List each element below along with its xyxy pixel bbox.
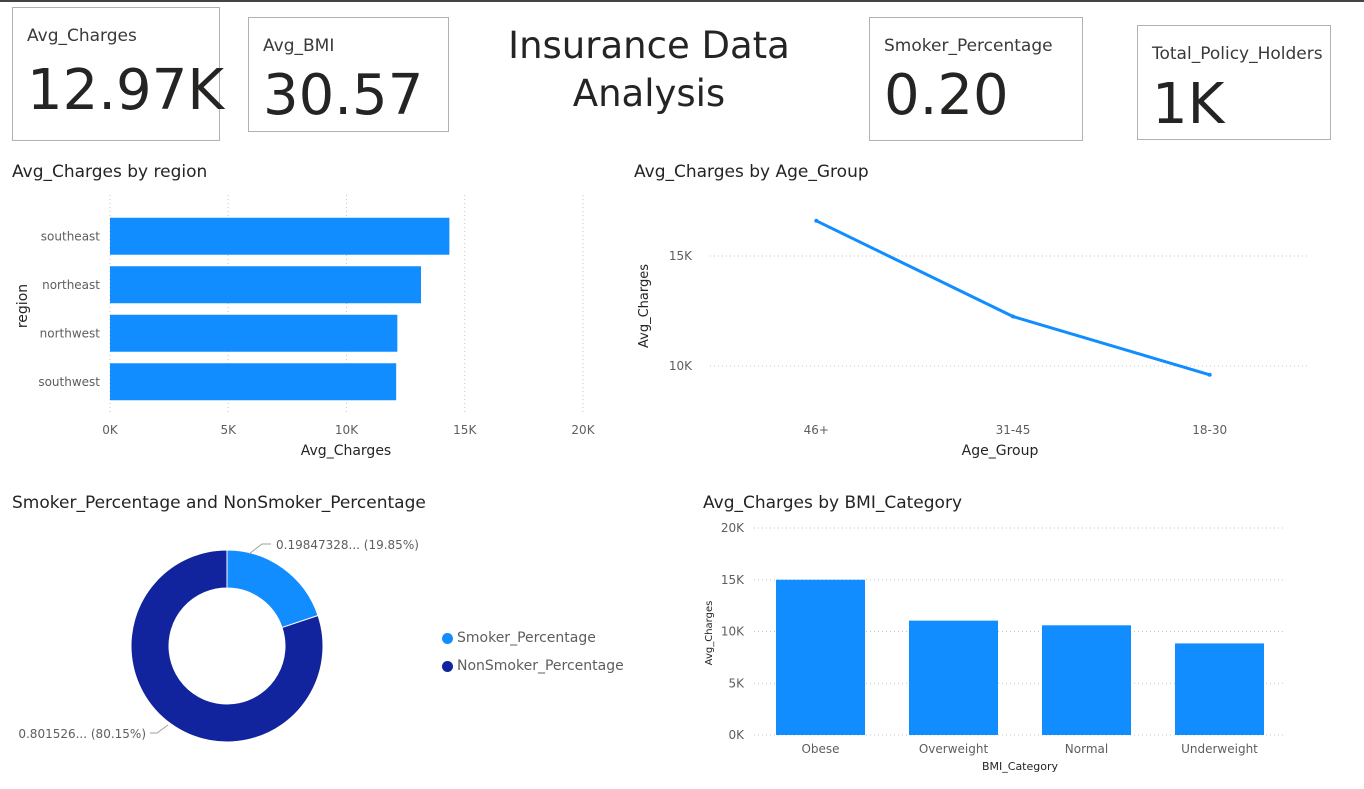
age-y-tick-label: 15K: [669, 249, 693, 263]
age-x-tick-label: 18-30: [1192, 423, 1227, 437]
bmi-y-axis-title: Avg_Charges: [704, 601, 715, 666]
avg-charges-value: 12.97K: [27, 58, 225, 123]
bmi-chart-title: Avg_Charges by BMI_Category: [703, 493, 963, 513]
smoker-percentage-card[interactable]: Smoker_Percentage 0.20: [869, 17, 1083, 141]
total-policy-holders-value: 1K: [1152, 72, 1225, 137]
region-y-axis-title: region: [15, 284, 31, 328]
smoker-data-label: 0.19847328... (19.85%): [276, 538, 419, 552]
region-bar[interactable]: [110, 217, 450, 255]
age-line-chart[interactable]: 10K 15K 46+ 31-45 18-30 Age_Group Avg_Charges: [620, 180, 1350, 470]
legend-item-nonsmoker[interactable]: NonSmoker_Percentage: [442, 652, 624, 680]
avg-bmi-label: Avg_BMI: [263, 36, 335, 56]
region-category-label: southeast: [41, 229, 100, 243]
bmi-column-chart[interactable]: 0K 5K 10K 15K 20K Obese Overweight Normal Underw…: [690, 515, 1350, 785]
smoker-legend: Smoker_Percentage NonSmoker_Percentage: [442, 624, 624, 680]
legend-dot-nonsmoker: [442, 660, 453, 672]
page-title-line-2: Analysis: [572, 72, 726, 115]
bmi-y-tick-label: 20K: [721, 521, 745, 535]
page-title-line-1: Insurance Data: [508, 24, 790, 67]
legend-item-smoker[interactable]: Smoker_Percentage: [442, 624, 624, 652]
legend-dot-smoker: [442, 632, 453, 644]
avg-bmi-card[interactable]: Avg_BMI 30.57: [248, 17, 449, 132]
bmi-y-tick-label: 10K: [721, 625, 745, 639]
region-x-tick-label: 20K: [571, 423, 595, 437]
age-y-axis-title: Avg_Charges: [637, 264, 652, 348]
legend-label-nonsmoker: NonSmoker_Percentage: [457, 658, 624, 674]
bmi-x-tick-label: Overweight: [919, 742, 989, 756]
donut-slice-nonsmoker[interactable]: [130, 549, 324, 743]
total-policy-holders-label: Total_Policy_Holders: [1152, 44, 1323, 64]
age-x-tick-label: 31-45: [996, 423, 1031, 437]
region-x-tick-label: 10K: [335, 423, 359, 437]
bmi-x-tick-label: Normal: [1065, 742, 1108, 756]
avg-charges-label: Avg_Charges: [27, 26, 137, 46]
region-category-label: northwest: [40, 326, 101, 340]
bmi-y-tick-label: 15K: [721, 573, 745, 587]
bmi-x-tick-label: Underweight: [1181, 742, 1258, 756]
avg-bmi-value: 30.57: [263, 63, 424, 128]
region-x-tick-label: 5K: [220, 423, 237, 437]
age-point[interactable]: [1011, 314, 1015, 319]
age-x-axis-title: Age_Group: [962, 443, 1039, 459]
age-x-tick-label: 46+: [804, 423, 829, 437]
region-x-tick-label: 0K: [102, 423, 119, 437]
page-title: Insurance Data Analysis: [500, 22, 798, 118]
avg-charges-card[interactable]: Avg_Charges 12.97K: [12, 7, 224, 141]
region-bar[interactable]: [110, 363, 397, 401]
smoker-chart-title: Smoker_Percentage and NonSmoker_Percenta…: [12, 493, 426, 513]
total-policy-holders-card[interactable]: Total_Policy_Holders 1K: [1137, 25, 1331, 140]
smoker-percentage-label: Smoker_Percentage: [884, 36, 1053, 56]
nonsmoker-label-leader: [150, 724, 169, 734]
age-y-tick-label: 10K: [669, 359, 693, 373]
bmi-x-axis-title: BMI_Category: [982, 760, 1059, 773]
donut-slice-smoker[interactable]: [226, 549, 319, 629]
age-point[interactable]: [1207, 372, 1212, 377]
bmi-bar[interactable]: [1042, 625, 1131, 735]
bmi-x-tick-label: Obese: [801, 742, 839, 756]
age-chart-title: Avg_Charges by Age_Group: [634, 162, 869, 182]
age-point[interactable]: [814, 218, 819, 223]
region-category-label: northeast: [42, 278, 100, 292]
smoker-label-leader: [248, 543, 271, 555]
age-series-line: [814, 219, 1212, 377]
region-chart-title: Avg_Charges by region: [12, 162, 208, 182]
bmi-y-tick-label: 5K: [728, 676, 745, 690]
bmi-bar[interactable]: [909, 620, 998, 735]
region-category-label: southwest: [38, 375, 100, 389]
region-bar[interactable]: [110, 266, 421, 304]
bmi-bar[interactable]: [776, 579, 865, 735]
bmi-bar[interactable]: [1175, 643, 1264, 735]
region-bar[interactable]: [110, 314, 398, 352]
legend-label-smoker: Smoker_Percentage: [457, 630, 596, 646]
nonsmoker-data-label: 0.801526... (80.15%): [18, 727, 146, 741]
region-bar-chart[interactable]: 0K 5K 10K 15K 20K southeast northeast northwest…: [0, 180, 620, 470]
top-border: [0, 0, 1364, 2]
smoker-percentage-value: 0.20: [884, 63, 1009, 128]
region-x-tick-label: 15K: [453, 423, 477, 437]
region-x-axis-title: Avg_Charges: [301, 443, 391, 459]
bmi-y-tick-label: 0K: [728, 728, 745, 742]
smoker-donut-chart[interactable]: 0.19847328... (19.85%) 0.801526... (80.15…: [0, 515, 430, 785]
